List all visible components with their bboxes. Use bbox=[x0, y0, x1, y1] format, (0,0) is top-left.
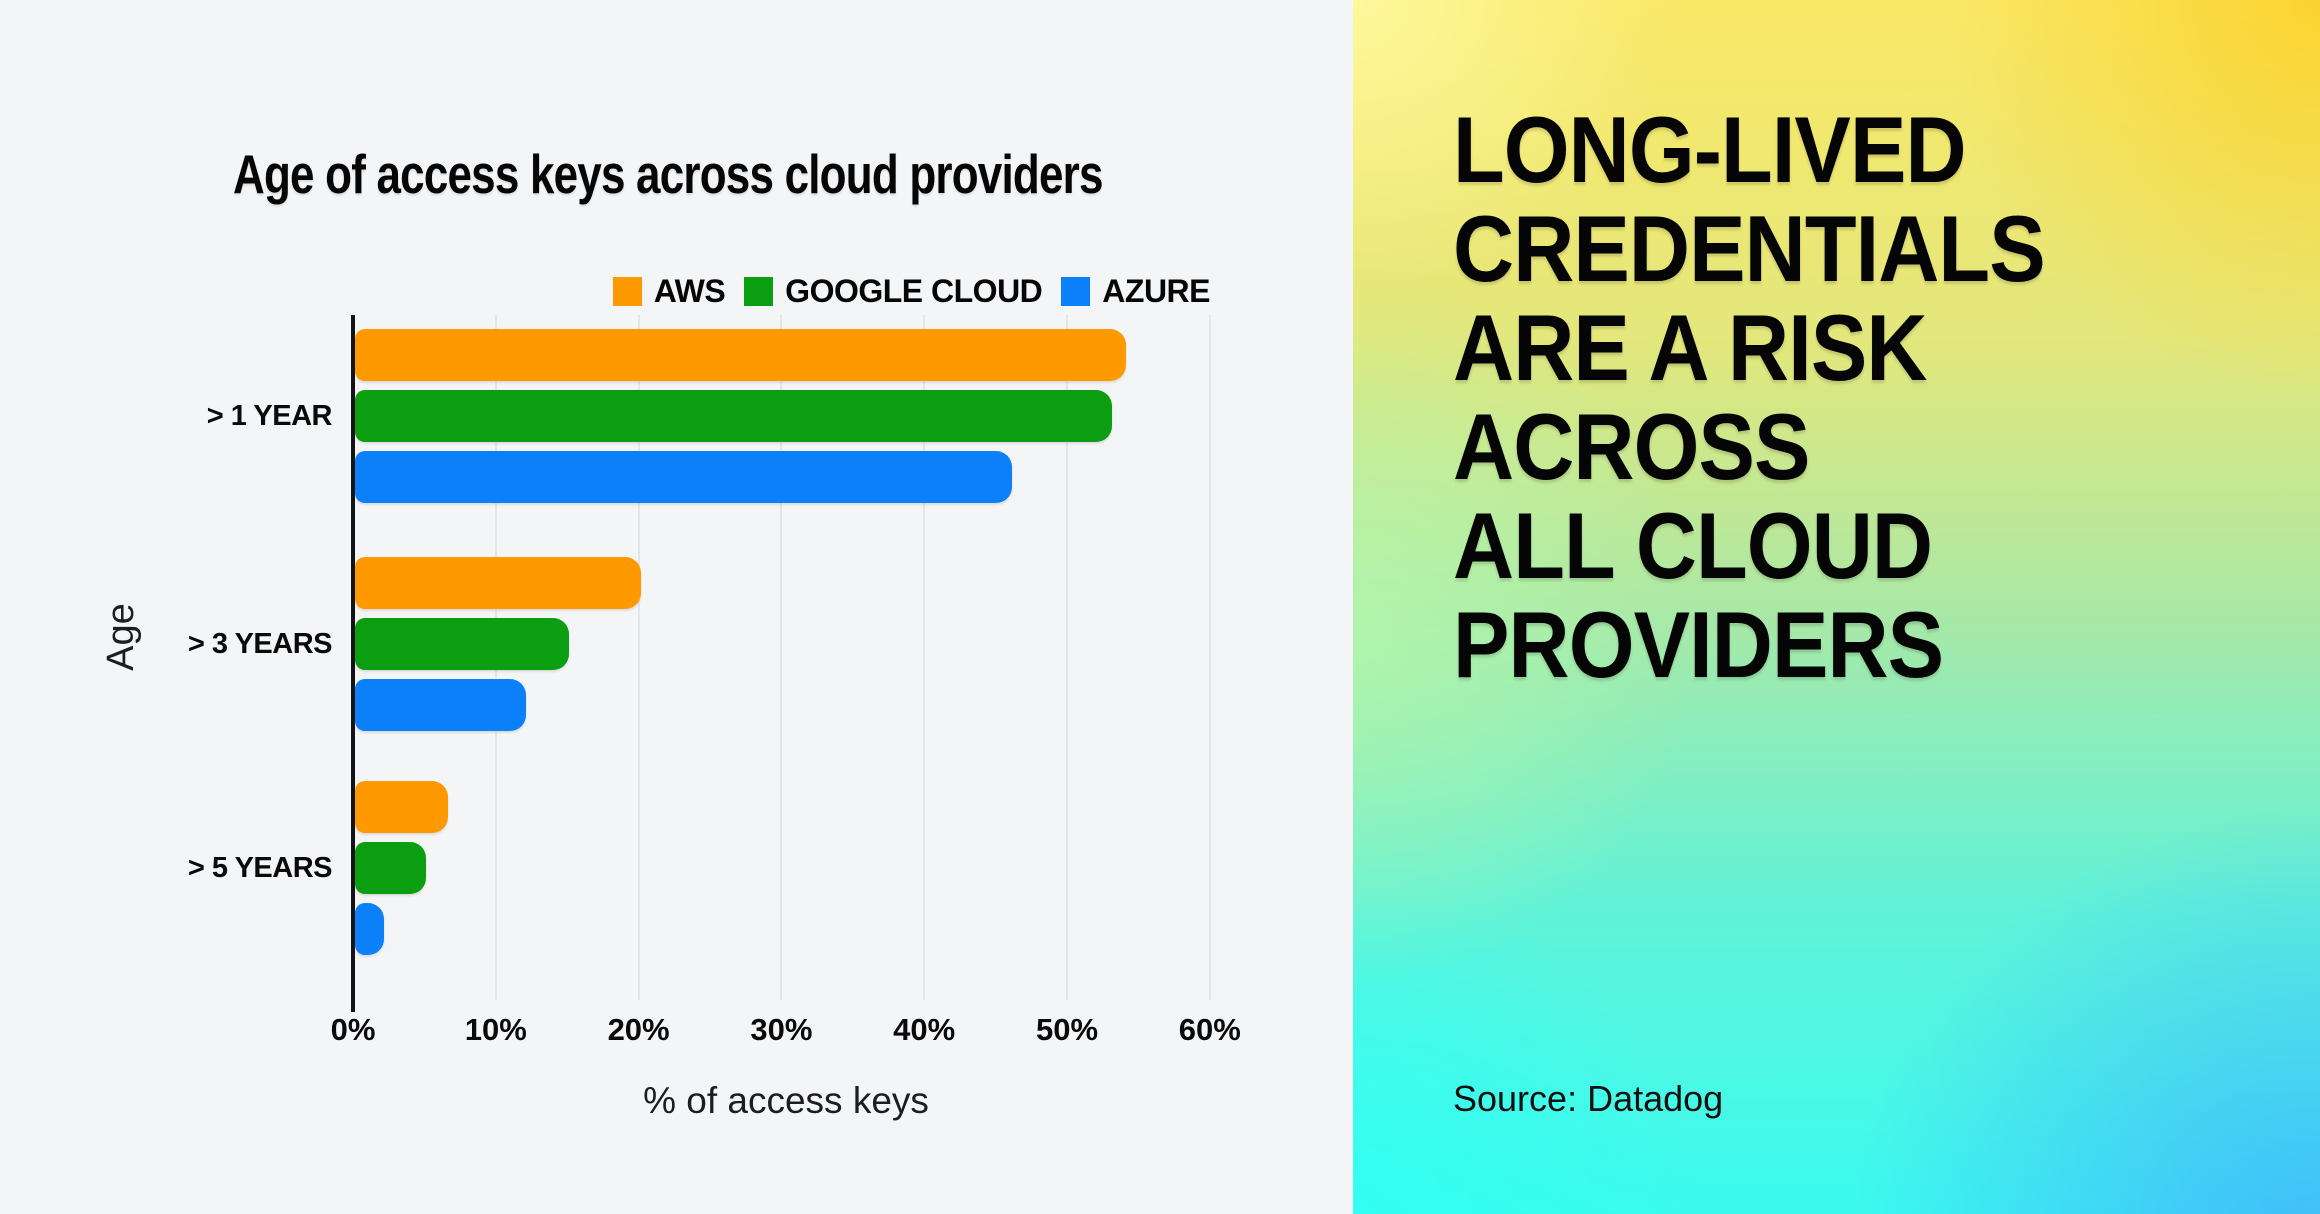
x-tick-50%: 50% bbox=[1035, 1012, 1099, 1047]
legend-label-azure: AZURE bbox=[1102, 272, 1210, 309]
legend-swatch-google-cloud bbox=[744, 276, 774, 306]
x-tick-60%: 60% bbox=[1178, 1012, 1241, 1047]
headline-line: PROVIDERS bbox=[1453, 592, 1944, 697]
category-label-5-years: > 5 YEARS bbox=[187, 852, 333, 884]
chart-panel: Age of access keys across cloud provider… bbox=[0, 0, 1353, 1214]
legend-label-aws: AWS bbox=[653, 272, 726, 309]
bar-azure-5-years bbox=[355, 903, 384, 955]
headline-panel: LONG-LIVED CREDENTIALS ARE A RISK ACROSS… bbox=[1353, 0, 2320, 1214]
bar-google-cloud-3-years bbox=[355, 618, 569, 670]
chart-legend: AWS GOOGLE CLOUD AZURE bbox=[612, 272, 1210, 310]
x-tick-10%: 10% bbox=[464, 1012, 527, 1047]
source-credit: Source: Datadog bbox=[1453, 1078, 1724, 1119]
gridline-40% bbox=[923, 315, 926, 1000]
gridline-60% bbox=[1208, 315, 1211, 1000]
bar-aws-1-year bbox=[355, 329, 1126, 381]
gridline-20% bbox=[637, 315, 640, 1000]
x-tick-30%: 30% bbox=[750, 1012, 813, 1047]
legend-swatch-azure bbox=[1061, 276, 1091, 306]
headline-line: CREDENTIALS bbox=[1453, 196, 2046, 301]
bar-aws-3-years bbox=[355, 557, 641, 609]
headline-line: ALL CLOUD bbox=[1453, 493, 1933, 598]
legend-item-google-cloud: GOOGLE CLOUD bbox=[744, 272, 1043, 310]
headline: LONG-LIVED CREDENTIALS ARE A RISK ACROSS… bbox=[1453, 97, 2046, 697]
headline-line: ACROSS bbox=[1453, 394, 1810, 499]
y-axis-line bbox=[351, 315, 355, 1012]
category-label-1-year: > 1 YEAR bbox=[206, 400, 333, 432]
y-axis-title: Age bbox=[99, 603, 142, 671]
headline-line: ARE A RISK bbox=[1453, 295, 1927, 400]
gridline-30% bbox=[780, 315, 783, 1000]
bar-google-cloud-1-year bbox=[355, 390, 1112, 442]
legend-label-google-cloud: GOOGLE CLOUD bbox=[785, 272, 1043, 309]
legend-item-aws: AWS bbox=[612, 272, 726, 310]
bar-azure-3-years bbox=[355, 679, 526, 731]
headline-line: LONG-LIVED bbox=[1453, 97, 1967, 202]
x-tick-40%: 40% bbox=[893, 1012, 956, 1047]
bar-aws-5-years bbox=[355, 781, 448, 833]
gridline-50% bbox=[1066, 315, 1068, 1000]
legend-swatch-aws bbox=[612, 276, 642, 306]
chart-title: Age of access keys across cloud provider… bbox=[233, 143, 1103, 205]
x-tick-0%: 0% bbox=[330, 1012, 376, 1047]
category-label-3-years: > 3 YEARS bbox=[187, 628, 333, 660]
bar-azure-1-year bbox=[355, 451, 1012, 503]
legend-item-azure: AZURE bbox=[1061, 273, 1210, 310]
bar-google-cloud-5-years bbox=[355, 842, 426, 894]
x-tick-20%: 20% bbox=[607, 1012, 670, 1047]
plot-area: 0% 10% 20% 30% 40% 50% 60% > 1 YEAR > 3 YEARS > 5… bbox=[187, 315, 1241, 1047]
x-axis-title: % of access keys bbox=[643, 1080, 929, 1121]
